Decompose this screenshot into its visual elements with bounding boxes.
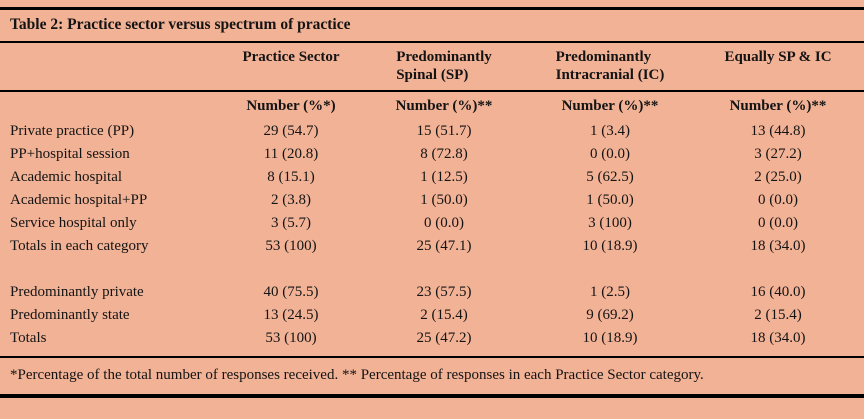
table-row-totals: Totals 53 (100) 25 (47.2) 10 (18.9) 18 (…: [0, 327, 864, 350]
subheader-number-pct: Number (%)**: [561, 97, 659, 114]
cell: 1 (3.4): [590, 123, 630, 139]
footnote: *Percentage of the total number of respo…: [10, 367, 704, 383]
cell: 3 (5.7): [271, 215, 311, 231]
cell: 8 (72.8): [420, 146, 468, 162]
cell: 2 (15.4): [420, 307, 468, 323]
cell: 16 (40.0): [750, 284, 806, 300]
row-label: Predominantly private: [10, 284, 144, 300]
cell: 2 (25.0): [754, 169, 802, 185]
spacer-row: [0, 258, 864, 281]
row-label: PP+hospital session: [10, 146, 130, 162]
header-line-1: Predominantly: [396, 49, 492, 65]
col-header-equally-sp-ic: Equally SP & IC: [692, 43, 864, 92]
header-line-2: Intracranial (IC): [555, 67, 665, 83]
header-line-2: Spinal (SP): [396, 67, 469, 83]
bottom-rule: [0, 394, 864, 398]
table-row: Academic hospital+PP 2 (3.8) 1 (50.0) 1 …: [0, 189, 864, 212]
cell: 1 (50.0): [420, 192, 468, 208]
cell: 23 (57.5): [416, 284, 472, 300]
footnote-rule: [0, 356, 864, 358]
top-rule: [0, 7, 864, 10]
cell: 25 (47.1): [416, 238, 472, 254]
cell: 10 (18.9): [582, 238, 638, 254]
cell: 0 (0.0): [758, 215, 798, 231]
cell: 3 (27.2): [754, 146, 802, 162]
cell: 40 (75.5): [263, 284, 319, 300]
table-row: Private practice (PP) 29 (54.7) 15 (51.7…: [0, 120, 864, 143]
col-header-label: Predominantly Spinal (SP): [396, 48, 492, 84]
cell: 2 (3.8): [271, 192, 311, 208]
col-header-label: Practice Sector: [242, 49, 340, 65]
row-label: Totals in each category: [10, 238, 149, 254]
cell: 0 (0.0): [758, 192, 798, 208]
corner-cell: [0, 43, 222, 92]
row-label: Private practice (PP): [10, 123, 135, 139]
header-line-1: Predominantly: [555, 49, 652, 65]
column-header-row: Practice Sector Predominantly Spinal (SP)…: [0, 43, 864, 92]
cell: 1 (50.0): [586, 192, 634, 208]
col-header-predominantly-spinal: Predominantly Spinal (SP): [360, 43, 528, 92]
subheader-number-pct: Number (%)**: [729, 97, 827, 114]
spacer-cell: [0, 258, 864, 281]
cell: 53 (100): [265, 238, 317, 254]
row-label: Academic hospital+PP: [10, 192, 148, 208]
col-header-label: Equally SP & IC: [724, 49, 832, 65]
table-row: Academic hospital 8 (15.1) 1 (12.5) 5 (6…: [0, 166, 864, 189]
cell: 1 (12.5): [420, 169, 468, 185]
subheader-empty-cell: [0, 91, 222, 120]
cell: 13 (24.5): [263, 307, 319, 323]
cell: 0 (0.0): [424, 215, 464, 231]
cell: 18 (34.0): [750, 330, 806, 346]
cell: 0 (0.0): [590, 146, 630, 162]
cell: 11 (20.8): [263, 146, 319, 162]
row-label: Totals: [10, 330, 47, 346]
cell: 8 (15.1): [267, 169, 315, 185]
table-row: Predominantly state 13 (24.5) 2 (15.4) 9…: [0, 304, 864, 327]
col-header-practice-sector: Practice Sector: [222, 43, 360, 92]
table-row: Predominantly private 40 (75.5) 23 (57.5…: [0, 281, 864, 304]
table-title: Table 2: Practice sector versus spectrum…: [10, 16, 351, 33]
table-row: Service hospital only 3 (5.7) 0 (0.0) 3 …: [0, 212, 864, 235]
cell: 3 (100): [588, 215, 632, 231]
cell: 10 (18.9): [582, 330, 638, 346]
subheader-row: Number (%*) Number (%)** Number (%)** Nu…: [0, 91, 864, 120]
cell: 1 (2.5): [590, 284, 630, 300]
subheader-number-pct: Number (%*): [246, 97, 336, 114]
row-label: Academic hospital: [10, 169, 123, 185]
table-row-totals-category: Totals in each category 53 (100) 25 (47.…: [0, 235, 864, 258]
cell: 15 (51.7): [416, 123, 472, 139]
top-margin: [0, 0, 864, 7]
col-header-label: Predominantly Intracranial (IC): [556, 48, 665, 84]
cell: 13 (44.8): [750, 123, 806, 139]
cell: 25 (47.2): [416, 330, 472, 346]
col-header-predominantly-intracranial: Predominantly Intracranial (IC): [528, 43, 692, 92]
subheader-number-pct: Number (%)**: [395, 97, 493, 114]
title-rule: [0, 41, 864, 43]
cell: 5 (62.5): [586, 169, 634, 185]
row-label: Predominantly state: [10, 307, 130, 323]
cell: 9 (69.2): [586, 307, 634, 323]
practice-sector-table: Practice Sector Predominantly Spinal (SP)…: [0, 43, 864, 350]
table-row: PP+hospital session 11 (20.8) 8 (72.8) 0…: [0, 143, 864, 166]
cell: 2 (15.4): [754, 307, 802, 323]
cell: 18 (34.0): [750, 238, 806, 254]
row-label: Service hospital only: [10, 215, 137, 231]
cell: 53 (100): [265, 330, 317, 346]
cell: 29 (54.7): [263, 123, 319, 139]
